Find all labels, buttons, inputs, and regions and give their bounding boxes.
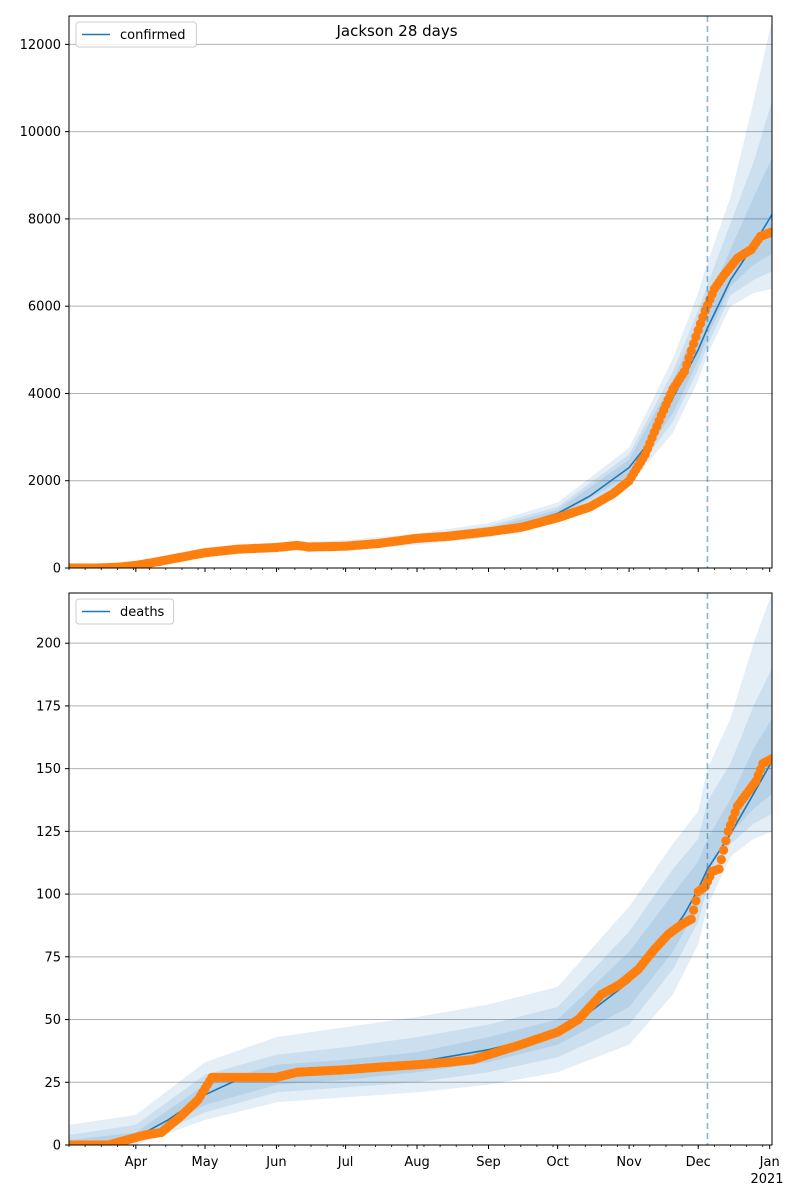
chart-title: Jackson 28 days (335, 22, 457, 40)
y-tick-label: 200 (36, 637, 61, 652)
x-tick-label: Nov (616, 1155, 642, 1170)
observed-point (767, 754, 772, 764)
deaths-panel: 0 25 50 75 100 125 150 175 200 Apr May Jun Jul Aug Sep… (36, 592, 780, 1170)
x-tick-label: Apr (125, 1155, 148, 1170)
y-tick-label: 100 (36, 888, 61, 903)
legend-label: confirmed (120, 28, 186, 43)
y-tick-label: 50 (44, 1013, 61, 1028)
uncertainty-band (69, 101, 772, 568)
y-tick-label: 175 (36, 699, 61, 714)
observed-point (716, 855, 726, 865)
observed-point (719, 845, 729, 855)
x-tick-label: Oct (546, 1155, 568, 1170)
y-tick-label: 0 (53, 1139, 61, 1154)
legend-box (75, 21, 197, 48)
axes-frame (68, 592, 773, 1146)
confirmed-panel: 0 2000 4000 6000 8000 10000 12000 confirmed (20, 15, 773, 577)
y-tick-label: 150 (36, 762, 61, 777)
y-tick-label: 4000 (28, 387, 61, 402)
legend-box (75, 598, 175, 625)
uncertainty-band (69, 20, 772, 568)
observed-point (689, 905, 699, 915)
observed-point (714, 864, 724, 874)
plot-area (69, 20, 772, 568)
x-tick-label: Dec (686, 1155, 711, 1170)
y-tick-label: 8000 (28, 212, 61, 227)
x-tick-label: Jul (337, 1155, 354, 1170)
x-tick-label: May (192, 1155, 219, 1170)
y-tick-label: 10000 (20, 125, 61, 140)
y-tick-label: 125 (36, 825, 61, 840)
observed-point (691, 896, 701, 906)
observed-point (682, 360, 692, 370)
observed-point (721, 836, 731, 846)
plot-area (69, 593, 772, 1145)
observed-point (686, 346, 696, 356)
x-tick-label: Jun (265, 1155, 286, 1170)
legend: confirmed (75, 21, 197, 48)
x-year-label: 2021 (750, 1172, 783, 1187)
x-tick-label: Jan (759, 1155, 780, 1170)
observed-point (689, 339, 699, 349)
y-tick-label: 25 (44, 1076, 61, 1091)
y-tick-label: 12000 (20, 38, 61, 53)
y-tick-label: 2000 (28, 474, 61, 489)
legend: deaths (75, 598, 175, 625)
x-tick-label: Aug (404, 1155, 429, 1170)
y-tick-label: 6000 (28, 300, 61, 315)
axes-frame (68, 15, 773, 569)
x-tick-label: Sep (476, 1155, 501, 1170)
observed-point (767, 227, 772, 237)
uncertainty-band (69, 718, 772, 1145)
observed-point (686, 914, 696, 924)
y-tick-label: 75 (44, 950, 61, 965)
y-tick-label: 0 (53, 562, 61, 577)
legend-label: deaths (120, 605, 165, 620)
observed-point (684, 353, 694, 363)
uncertainty-band (69, 668, 772, 1145)
